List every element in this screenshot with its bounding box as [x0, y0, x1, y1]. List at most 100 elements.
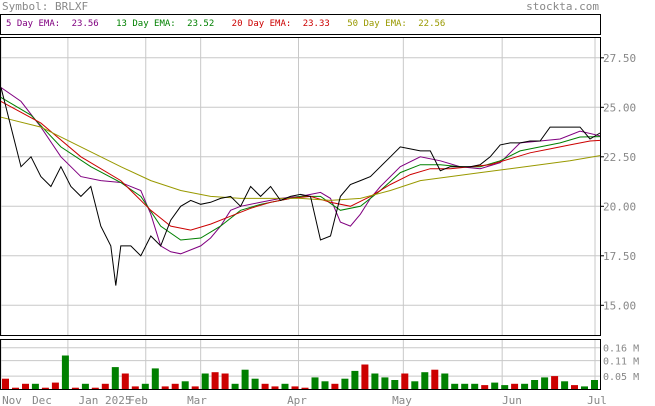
- series-line-price: [0, 87, 601, 286]
- site-name[interactable]: stockta.com: [526, 0, 599, 13]
- volume-bars: [2, 355, 598, 389]
- volume-bar: [41, 387, 49, 389]
- volume-bar: [591, 380, 598, 389]
- volume-bar: [2, 378, 9, 389]
- volume-bar: [541, 377, 549, 389]
- x-tick-label: Nov: [2, 394, 22, 406]
- volume-bar: [291, 386, 299, 389]
- volume-tick-label: 0.11 M: [603, 357, 639, 368]
- volume-bar: [391, 380, 399, 389]
- legend-ema13: 13 Day EMA: 23.52: [116, 19, 220, 29]
- x-tick-label: Apr: [287, 394, 307, 406]
- price-tick-label: 22.50: [603, 151, 636, 164]
- volume-bar: [501, 385, 509, 389]
- volume-bar: [151, 368, 159, 389]
- price-tick-label: 20.00: [603, 200, 636, 213]
- volume-bar: [361, 364, 369, 389]
- volume-bar: [401, 373, 409, 389]
- volume-bar: [521, 383, 529, 389]
- x-tick-label: Feb: [128, 394, 148, 406]
- volume-bar: [481, 385, 489, 389]
- legend-ema20-value: 23.33: [302, 19, 330, 29]
- x-tick-label: Jul: [587, 394, 607, 406]
- volume-bar: [471, 383, 479, 389]
- volume-bar: [421, 372, 429, 389]
- price-axis-ticks: 27.50 25.00 22.50 20.00 17.50 15.00: [600, 52, 636, 312]
- legend-ema5: 5 Day EMA: 23.56: [6, 19, 105, 29]
- legend-ema13-value: 23.52: [187, 19, 215, 29]
- volume-bar: [351, 370, 359, 389]
- volume-bar: [341, 378, 349, 389]
- volume-tick-label: 0.16 M: [603, 344, 639, 355]
- volume-bar: [201, 373, 209, 389]
- price-panel-frame: [0, 37, 601, 336]
- volume-bar: [311, 377, 319, 389]
- volume-bar: [101, 383, 109, 389]
- legend-ema5-label: 5 Day EMA:: [6, 19, 61, 29]
- volume-bar: [431, 369, 439, 389]
- volume-bar: [561, 381, 569, 389]
- legend-ema5-value: 23.56: [71, 19, 99, 29]
- series-line-50-day-ema: [0, 116, 601, 201]
- legend-ema20: 20 Day EMA: 23.33: [232, 19, 336, 29]
- x-tick-label: Jan 2025: [79, 394, 132, 406]
- volume-bar: [331, 383, 339, 389]
- volume-bar: [451, 383, 459, 389]
- price-tick-label: 15.00: [603, 299, 636, 312]
- chart-series: [0, 87, 601, 286]
- legend-ema50-value: 22.56: [418, 19, 446, 29]
- series-line-20-day-ema: [0, 100, 601, 231]
- volume-bar: [231, 383, 239, 389]
- volume-bar: [211, 372, 219, 389]
- volume-bar: [411, 381, 419, 389]
- volume-bar: [551, 376, 559, 389]
- volume-bar: [191, 386, 199, 389]
- volume-bar: [301, 387, 309, 389]
- volume-bar: [131, 386, 139, 389]
- volume-bar: [61, 355, 69, 389]
- x-tick-label: May: [392, 394, 412, 406]
- volume-bar: [511, 383, 519, 389]
- x-tick-label: Mar: [187, 394, 207, 406]
- volume-bar: [241, 369, 249, 389]
- volume-tick-label: 0.05 M: [603, 372, 639, 383]
- series-line-13-day-ema: [0, 96, 601, 241]
- price-tick-label: 25.00: [603, 101, 636, 114]
- x-tick-label: Jun: [502, 394, 522, 406]
- volume-bar: [581, 386, 588, 389]
- volume-bar: [31, 383, 39, 389]
- symbol-value: BRLXF: [54, 0, 89, 13]
- volume-bar: [91, 387, 99, 389]
- volume-bar: [12, 387, 19, 389]
- volume-bar: [111, 367, 119, 389]
- volume-bar: [221, 373, 229, 389]
- volume-bar: [81, 383, 89, 389]
- legend-ema20-label: 20 Day EMA:: [231, 19, 292, 29]
- x-tick-label: Dec: [32, 394, 52, 406]
- symbol-header: Symbol: BRLXF: [2, 0, 88, 13]
- volume-bar: [261, 383, 269, 389]
- chart-grid: [0, 38, 600, 389]
- ema-legend: 5 Day EMA: 23.56 13 Day EMA: 23.52 20 Da…: [6, 19, 457, 29]
- volume-bar: [121, 373, 129, 389]
- volume-bar: [171, 383, 179, 389]
- volume-bar: [51, 382, 59, 389]
- volume-bar: [441, 373, 449, 389]
- volume-bar: [71, 387, 79, 389]
- volume-bar: [371, 373, 379, 389]
- volume-axis-ticks: 0.16 M 0.11 M 0.05 M: [603, 344, 639, 383]
- series-line-5-day-ema: [0, 87, 601, 255]
- volume-bar: [181, 381, 189, 389]
- volume-bar: [161, 386, 169, 389]
- volume-bar: [491, 382, 499, 389]
- legend-ema50-label: 50 Day EMA:: [347, 19, 407, 29]
- symbol-label: Symbol:: [2, 0, 49, 13]
- volume-bar: [141, 383, 149, 389]
- legend-ema13-label: 13 Day EMA:: [116, 19, 176, 29]
- volume-bar: [271, 386, 279, 389]
- volume-bar: [22, 383, 29, 389]
- volume-bar: [571, 385, 578, 389]
- volume-bar: [251, 378, 259, 389]
